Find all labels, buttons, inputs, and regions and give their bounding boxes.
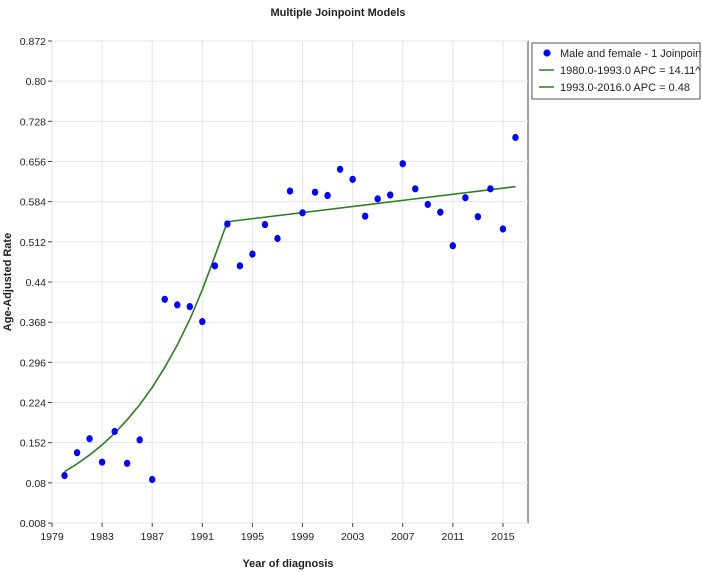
- legend-marker-points: [543, 49, 551, 57]
- y-tick-labels: 0.008 0.08 0.152 0.224 0.296 0.368 0.44 0.512 0.…: [20, 36, 52, 530]
- data-point: [299, 209, 306, 217]
- data-point: [437, 208, 444, 216]
- data-point: [123, 459, 131, 467]
- y-tick-label: 0.656: [20, 157, 46, 169]
- data-point: [387, 191, 394, 199]
- data-point: [249, 250, 256, 258]
- data-point: [512, 133, 519, 142]
- x-axis-label: Year of diagnosis: [242, 558, 333, 570]
- data-point: [186, 302, 193, 311]
- grid-horizontal: [52, 40, 528, 524]
- trend-line-segment-2: [227, 185, 516, 223]
- x-tick-label: 1979: [40, 531, 64, 543]
- x-tick-label: 2011: [442, 531, 465, 543]
- data-point: [311, 188, 319, 196]
- data-point: [462, 194, 469, 202]
- data-point: [61, 471, 68, 480]
- data-point: [86, 435, 93, 443]
- y-tick-label: 0.584: [20, 197, 46, 209]
- x-tick-label: 1999: [291, 531, 315, 543]
- data-points: [61, 133, 519, 484]
- x-tick-label: 1987: [141, 531, 165, 543]
- data-point: [324, 191, 331, 200]
- data-point: [336, 165, 344, 173]
- data-point: [374, 195, 381, 203]
- y-axis-label: Age-Adjusted Rate: [2, 233, 14, 331]
- data-point: [424, 200, 431, 209]
- data-point: [211, 262, 219, 270]
- data-point: [111, 427, 118, 436]
- data-point: [174, 301, 181, 309]
- data-point: [399, 160, 406, 168]
- legend-box: [531, 42, 701, 100]
- data-point: [224, 220, 231, 228]
- chart-title: Multiple Joinpoint Models: [270, 7, 405, 19]
- data-point: [236, 262, 244, 270]
- trend-lines: [64, 185, 516, 473]
- data-point: [286, 187, 294, 195]
- x-tick-label: 1995: [241, 531, 265, 543]
- data-point: [487, 185, 494, 193]
- data-point: [499, 225, 507, 233]
- legend-label-points: Male and female - 1 Joinpoint: [560, 48, 702, 60]
- trend-line-segment-1: [64, 221, 229, 473]
- x-tick-label: 1983: [90, 531, 114, 543]
- plot-area: 1979 1983 1987 1991 1995 1999 2003 2007 2011 2015…: [20, 36, 529, 543]
- y-tick-label: 0.44: [26, 277, 47, 289]
- data-point: [349, 175, 356, 183]
- legend-label-segment-2: 1993.0-2016.0 APC = 0.48: [560, 82, 690, 94]
- data-point: [361, 212, 369, 220]
- data-point: [199, 318, 206, 326]
- data-point: [274, 234, 281, 243]
- x-tick-labels: 1979 1983 1987 1991 1995 1999 2003 2007 2011 2015: [40, 523, 515, 543]
- y-tick-label: 0.152: [20, 438, 46, 450]
- legend: Male and female - 1 Joinpoint 1980.0-199…: [531, 42, 702, 100]
- legend-label-segment-1: 1980.0-1993.0 APC = 14.11^: [560, 65, 701, 77]
- data-point: [449, 242, 457, 250]
- data-point: [161, 295, 168, 303]
- x-tick-label: 2003: [341, 531, 365, 543]
- y-tick-label: 0.08: [26, 478, 47, 490]
- x-tick-label: 2015: [491, 531, 515, 543]
- y-tick-label: 0.224: [20, 398, 46, 410]
- y-tick-label: 0.296: [20, 357, 46, 369]
- data-point: [73, 449, 81, 457]
- data-point: [149, 475, 156, 484]
- y-tick-label: 0.872: [20, 36, 46, 48]
- data-point: [98, 458, 106, 466]
- x-tick-label: 1991: [191, 531, 215, 543]
- data-point: [474, 213, 482, 221]
- x-tick-label: 2007: [391, 531, 415, 543]
- y-tick-label: 0.728: [20, 116, 46, 128]
- data-point: [136, 436, 143, 444]
- y-tick-label: 0.80: [26, 76, 47, 88]
- y-tick-label: 0.512: [20, 237, 46, 249]
- data-point: [412, 185, 419, 193]
- y-tick-label: 0.368: [20, 317, 46, 329]
- data-point: [261, 220, 269, 229]
- y-tick-label: 0.008: [20, 518, 46, 530]
